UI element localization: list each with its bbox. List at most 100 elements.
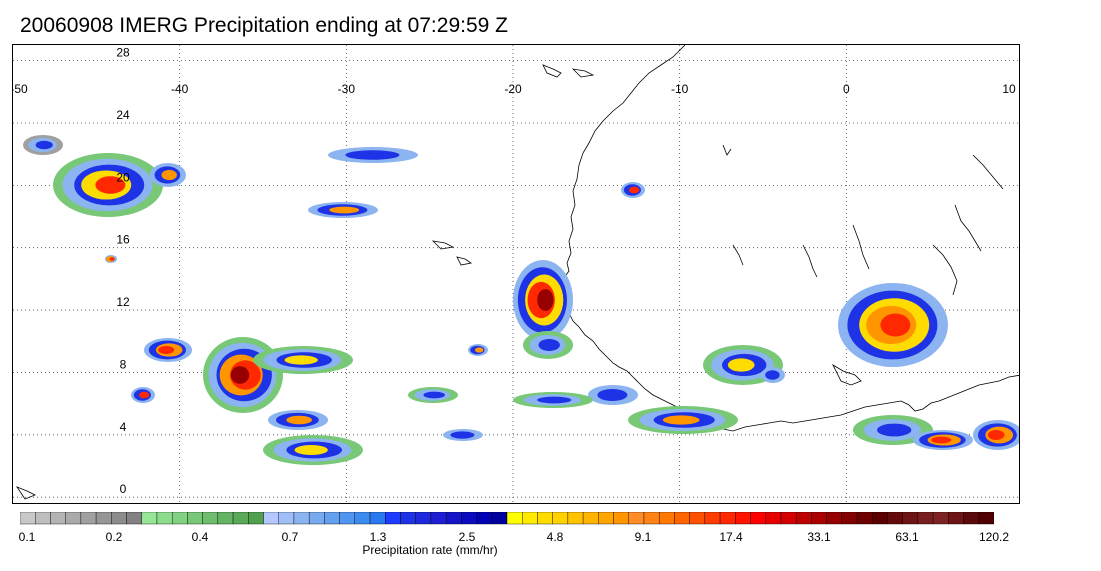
colorbar-cell: [613, 512, 629, 525]
lake-outline: [832, 363, 862, 386]
river-outline-3: [852, 224, 870, 270]
lon-label: -20: [504, 82, 522, 96]
colorbar-cell: [628, 512, 645, 525]
colorbar-cell: [658, 512, 675, 525]
colorbar-cell: [704, 512, 721, 525]
colorbar-cell: [126, 512, 142, 525]
colorbar-cells: [20, 512, 994, 525]
inland-outline-3: [802, 244, 818, 278]
inland-outline-2: [732, 244, 744, 266]
africa-coastline: [558, 45, 940, 432]
lat-label: 8: [120, 357, 127, 371]
colorbar-cell: [141, 512, 158, 525]
lon-label: 0: [843, 82, 850, 96]
colorbar-cell: [354, 512, 371, 525]
colorbar-tick-label: 0.2: [105, 530, 123, 544]
chart-title: 20060908 IMERG Precipitation ending at 0…: [20, 14, 508, 37]
colorbar-tick-label: 0.7: [281, 530, 299, 544]
colorbar-tick-label: 33.1: [807, 530, 831, 544]
colorbar-cell: [187, 512, 203, 525]
colorbar-tick-label: 63.1: [895, 530, 919, 544]
precip-cell: [537, 289, 554, 311]
precip-cell: [537, 396, 572, 404]
latitude-labels: 28 24 20 16 12 8 4 0: [116, 46, 130, 497]
lat-label: 20: [116, 170, 130, 184]
precip-cell: [765, 370, 780, 380]
colorbar: [20, 512, 994, 525]
island-outline-2: [571, 68, 595, 78]
colorbar-cell: [278, 512, 295, 525]
colorbar-cell: [689, 512, 706, 525]
colorbar-tick-label: 0.4: [191, 530, 209, 544]
colorbar-cell: [506, 512, 523, 525]
colorbar-cell: [537, 512, 553, 525]
coastline: [15, 45, 1019, 500]
colorbar-cell: [171, 512, 188, 525]
lat-label: 0: [120, 482, 127, 496]
colorbar-tick-label: 2.5: [458, 530, 476, 544]
colorbar-cell: [932, 512, 949, 525]
colorbar-cell: [324, 512, 340, 525]
precip-cell: [662, 415, 700, 425]
colorbar-cell: [80, 512, 97, 525]
colorbar-cell: [582, 512, 599, 525]
colorbar-cell: [735, 512, 751, 525]
colorbar-cell: [95, 512, 112, 525]
colorbar-cell: [445, 512, 462, 525]
colorbar-cell: [795, 512, 812, 525]
precip-cell: [294, 445, 328, 455]
colorbar-tick-label: 4.8: [546, 530, 564, 544]
colorbar-cell: [765, 512, 782, 525]
colorbar-cell: [491, 512, 508, 525]
lon-label: -10: [671, 82, 689, 96]
lon-label: -50: [13, 82, 28, 96]
island-outline-3: [431, 240, 455, 250]
precip-cell: [230, 366, 250, 384]
island-outline-5: [15, 486, 36, 500]
lon-label: 10: [1002, 82, 1016, 96]
colorbar-cell: [963, 512, 979, 525]
colorbar-tick-label: 0.1: [18, 530, 36, 544]
colorbar-cell: [20, 512, 36, 525]
colorbar-cell: [552, 512, 569, 525]
colorbar-cell: [430, 512, 447, 525]
colorbar-cell: [400, 512, 416, 525]
colorbar-cell: [948, 512, 964, 525]
colorbar-cell: [35, 512, 51, 525]
colorbar-cell: [522, 512, 538, 525]
colorbar-cell: [887, 512, 903, 525]
colorbar-cell: [293, 512, 310, 525]
colorbar-tick-label: 1.3: [369, 530, 387, 544]
colorbar-cell: [248, 512, 264, 525]
precip-cell: [877, 423, 912, 437]
colorbar-cell: [111, 512, 127, 525]
colorbar-cell: [826, 512, 843, 525]
lon-label: -30: [338, 82, 356, 96]
colorbar-cell: [872, 512, 888, 525]
colorbar-tick-label: 120.2: [978, 530, 1010, 544]
lat-label: 24: [116, 108, 130, 122]
map-frame: -50 -40 -30 -20 -10 0 10 28 24 20 16 12 8 4 0: [12, 44, 1020, 504]
colorbar-cell: [780, 512, 797, 525]
colorbar-cell: [598, 512, 614, 525]
precip-cell: [139, 391, 150, 399]
colorbar-cell: [978, 512, 994, 525]
precip-cell: [987, 430, 1005, 440]
colorbar-cell: [461, 512, 477, 525]
precip-cell: [95, 176, 126, 194]
colorbar-tick-label: 9.1: [634, 530, 652, 544]
precip-cell: [35, 140, 53, 150]
colorbar-cell: [263, 512, 279, 525]
precip-cell: [538, 339, 560, 351]
colorbar-cell: [156, 512, 173, 525]
lat-label: 28: [116, 46, 130, 60]
colorbar-cell: [750, 512, 766, 525]
precip-cell: [286, 415, 313, 425]
precip-cell: [597, 389, 628, 401]
map-canvas: -50 -40 -30 -20 -10 0 10 28 24 20 16 12 8 4 0: [13, 45, 1019, 503]
colorbar-cell: [811, 512, 827, 525]
precipitation-field: [23, 135, 1019, 465]
island-outline-1: [542, 64, 562, 78]
island-outline-4: [456, 256, 473, 266]
colorbar-cell: [385, 512, 401, 525]
